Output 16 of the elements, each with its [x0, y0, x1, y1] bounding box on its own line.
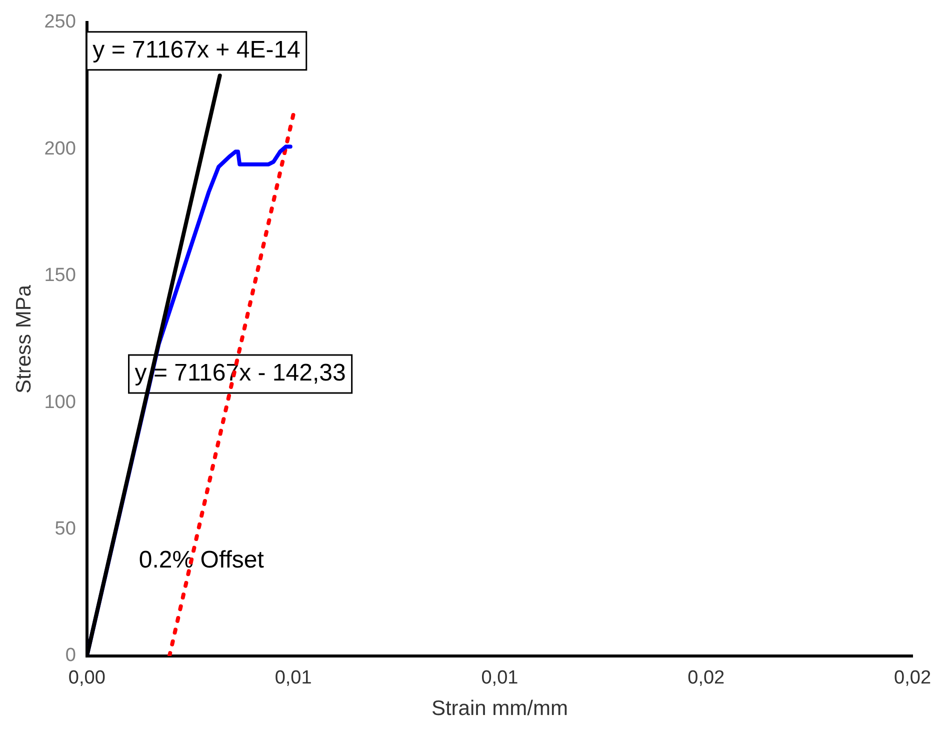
x-tick-label: 0,01 — [481, 668, 518, 689]
y-tick-label: 150 — [44, 265, 76, 286]
y-tick-label: 200 — [44, 138, 76, 160]
y-tick-label: 100 — [44, 392, 76, 413]
x-tick-label: 0,02 — [894, 668, 931, 689]
x-tick-label: 0,02 — [688, 668, 725, 689]
x-axis-title: Strain mm/mm — [431, 697, 568, 720]
annotation: 0.2% Offset — [138, 546, 264, 574]
annotation: y = 71167x + 4E-14 — [92, 36, 300, 64]
annotation: y = 71167x - 142,33 — [134, 360, 346, 387]
y-tick-label: 250 — [44, 12, 76, 33]
y-tick-label: 0 — [65, 645, 76, 666]
y-tick-label: 50 — [54, 518, 76, 540]
x-tick-label: 0,00 — [68, 668, 106, 689]
x-tick-label: 0,01 — [274, 668, 312, 689]
y-axis-title: Stress MPa — [12, 284, 36, 394]
